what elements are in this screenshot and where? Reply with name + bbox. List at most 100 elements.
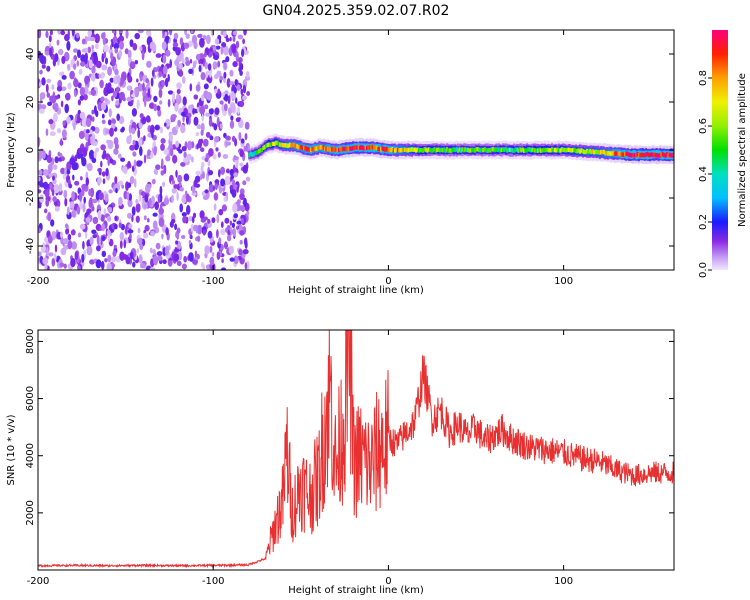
x-tick-label: 0 xyxy=(385,576,391,587)
spectrogram-track-cell xyxy=(389,148,392,153)
spectrogram-noise-cell xyxy=(48,252,54,257)
spectrogram-noise-cell xyxy=(39,69,43,75)
spectrogram-noise-cell xyxy=(185,59,191,66)
spectrogram-noise-cell xyxy=(61,75,67,80)
spectrogram-noise-cell xyxy=(217,151,221,158)
spectrogram-noise-cell xyxy=(77,49,81,58)
spectrogram-noise-cell xyxy=(81,38,86,45)
spectrogram-track-cell xyxy=(626,151,629,157)
spectrogram-track-cell xyxy=(276,140,279,146)
spectrogram-noise-cell xyxy=(50,95,57,104)
spectrogram-track-cell xyxy=(353,145,356,150)
spectrogram-noise-cell xyxy=(217,88,221,95)
spectrogram-noise-cell xyxy=(162,65,168,75)
spectrogram-noise-cell xyxy=(81,188,85,197)
spectrogram-noise-cell xyxy=(139,74,143,82)
spectrogram-noise-cell xyxy=(60,247,67,256)
spectrogram-noise-cell xyxy=(88,188,92,196)
spectrogram-track-cell xyxy=(326,146,329,152)
spectrogram-noise-cell xyxy=(160,143,165,151)
spectrogram-noise-cell xyxy=(100,102,107,111)
spectrogram-noise-cell xyxy=(139,243,144,251)
spectrogram-noise-cell xyxy=(160,170,165,176)
spectrogram-noise-cell xyxy=(127,75,133,83)
spectrogram-noise-cell xyxy=(91,30,95,34)
spectrogram-noise-cell xyxy=(47,101,53,107)
spectrogram-noise-cell xyxy=(172,42,179,48)
spectrogram-noise-cell xyxy=(85,217,91,223)
spectrogram-noise-cell xyxy=(88,198,93,208)
spectrogram-noise-cell xyxy=(87,30,92,37)
spectrogram-noise-cell xyxy=(189,83,193,92)
spectrogram-noise-cell xyxy=(101,235,106,242)
y-tick-label: 20 xyxy=(25,96,36,109)
spectrogram-noise-cell xyxy=(46,78,52,84)
spectrogram-track-cell xyxy=(409,147,412,152)
spectrogram-noise-cell xyxy=(155,164,161,170)
spectrogram-track-cell xyxy=(287,143,290,148)
spectrogram-noise-cell xyxy=(172,91,176,102)
spectrogram-noise-cell xyxy=(115,188,118,194)
spectrogram-noise-cell xyxy=(232,30,238,36)
spectrogram-noise-cell xyxy=(243,197,247,207)
spectrogram-track-cell xyxy=(496,147,499,152)
spectrogram-noise-cell xyxy=(95,147,99,153)
spectrogram-track-cell xyxy=(316,145,320,150)
spectrogram-track-cell xyxy=(584,149,587,155)
spectrogram-noise-cell xyxy=(200,72,206,81)
spectrogram-noise-cell xyxy=(229,220,233,226)
spectrogram-noise-cell xyxy=(173,32,179,40)
spectrogram-track-cell xyxy=(525,148,528,153)
spectrogram-noise-cell xyxy=(41,77,46,86)
spectrogram-track-cell xyxy=(647,152,650,158)
spectrogram-track-cell xyxy=(608,151,611,156)
spectrogram-noise-cell xyxy=(62,120,66,126)
spectrogram-track-cell xyxy=(657,153,660,158)
spectrogram-noise-cell xyxy=(240,217,244,225)
spectrogram-noise-cell xyxy=(69,70,75,80)
snr-panel: -200 -100 0 100 2000 4000 6000 8000 Height of … xyxy=(6,329,675,596)
spectrogram-track-cell xyxy=(318,145,321,150)
spectrogram-noise-cell xyxy=(49,131,56,137)
spectrogram-noise-cell xyxy=(91,157,97,164)
spectrogram-track-cell xyxy=(403,147,406,152)
spectrogram-noise-cell xyxy=(127,182,132,188)
spectrogram-noise-cell xyxy=(118,196,123,207)
spectrogram-noise-cell xyxy=(223,30,227,38)
spectrogram-noise-cell xyxy=(64,223,69,229)
spectrogram-noise-cell xyxy=(236,220,242,225)
x-tick-label: -200 xyxy=(27,576,50,587)
spectrogram-noise-cell xyxy=(219,100,224,105)
spectrogram-x-axis-label: Height of straight line (km) xyxy=(288,285,424,296)
spectrogram-noise-cell xyxy=(101,64,108,71)
spectrogram-noise-cell xyxy=(235,51,239,60)
spectrogram-track-cell xyxy=(640,152,643,157)
spectrogram-noise-cell xyxy=(203,138,209,147)
spectrogram-noise-cell xyxy=(209,245,213,253)
spectrogram-noise-cell xyxy=(207,159,211,167)
spectrogram-noise-cell xyxy=(151,69,155,78)
x-tick-label: -200 xyxy=(27,276,50,287)
spectrogram-track-cell xyxy=(340,147,343,152)
spectrogram-noise-cell xyxy=(233,172,239,178)
spectrogram-track-cell xyxy=(510,147,513,153)
spectrogram-noise-cell xyxy=(118,50,123,58)
spectrogram-noise-cell xyxy=(142,82,145,92)
spectrogram-noise-cell xyxy=(125,30,129,39)
spectrogram-track-cell xyxy=(368,145,371,150)
spectrogram-track-cell xyxy=(273,141,276,146)
spectrogram-noise-cell xyxy=(233,156,239,161)
spectrogram-noise-cell xyxy=(144,224,150,232)
spectrogram-track-cell xyxy=(452,147,456,152)
spectrogram-track-cell xyxy=(396,147,399,153)
spectrogram-track-cell xyxy=(381,146,384,151)
spectrogram-noise-cell xyxy=(188,239,192,245)
spectrogram-noise-cell xyxy=(154,169,159,175)
spectrogram-track-cell xyxy=(517,148,520,153)
spectrogram-track-cell xyxy=(429,147,432,153)
spectrogram-track-cell xyxy=(443,147,446,152)
spectrogram-noise-cell xyxy=(167,90,174,95)
spectrogram-track-cell xyxy=(301,145,304,151)
spectrogram-track-cell xyxy=(444,148,447,153)
spectrogram-noise-cell xyxy=(207,218,211,224)
